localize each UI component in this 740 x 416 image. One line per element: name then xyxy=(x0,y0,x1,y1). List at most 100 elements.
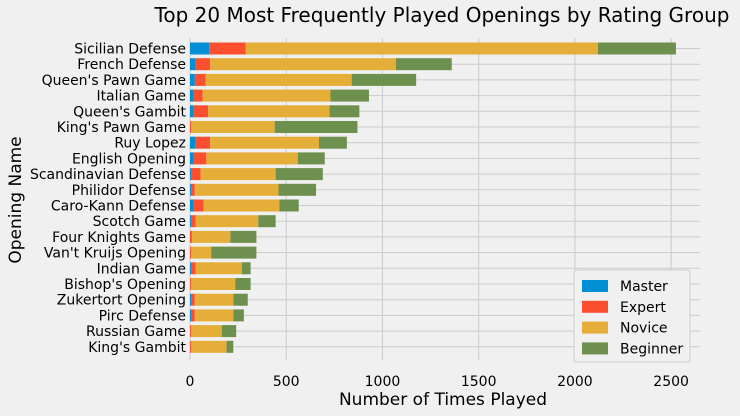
bar-expert xyxy=(190,246,191,259)
bar-master xyxy=(190,262,191,275)
bar-beginner xyxy=(275,168,323,181)
bar-novice xyxy=(203,199,280,212)
y-tick-label: Caro-Kann Defense xyxy=(51,199,186,215)
legend-label-master: Master xyxy=(620,279,668,295)
y-tick-label: Queen's Pawn Game xyxy=(42,73,186,89)
bar-master xyxy=(190,199,194,212)
bar-novice xyxy=(210,136,319,149)
y-tick-label: Zukertort Opening xyxy=(57,293,186,309)
x-axis-title: Number of Times Played xyxy=(339,390,547,410)
y-axis-title: Opening Name xyxy=(6,136,26,263)
bar-beginner xyxy=(233,309,244,322)
bar-expert xyxy=(193,89,203,102)
bar-expert xyxy=(209,42,246,55)
x-tick-label: 500 xyxy=(273,374,300,390)
bar-beginner xyxy=(351,73,417,86)
bar-master xyxy=(190,152,194,165)
bar-novice xyxy=(190,121,275,133)
bar-novice xyxy=(202,89,331,102)
bar-expert xyxy=(193,152,207,165)
bar-master xyxy=(190,58,196,71)
bar-expert xyxy=(195,58,211,71)
y-tick-label: King's Pawn Game xyxy=(57,120,186,136)
y-tick-label: French Defense xyxy=(77,57,186,73)
bar-novice xyxy=(205,73,352,86)
bar-beginner xyxy=(395,58,452,71)
bar-beginner xyxy=(274,121,358,133)
bar-master xyxy=(190,42,210,55)
y-tick-label: Scotch Game xyxy=(93,214,186,230)
bar-novice xyxy=(208,105,330,118)
bar-novice xyxy=(194,309,234,322)
bar-master xyxy=(190,183,191,196)
bar-beginner xyxy=(330,89,369,102)
y-tick-label: English Opening xyxy=(72,151,186,167)
bar-master xyxy=(190,168,191,181)
bar-novice xyxy=(206,152,298,165)
bar-expert xyxy=(190,325,191,338)
y-tick-label: Bishop's Opening xyxy=(64,277,186,293)
bar-beginner xyxy=(226,340,234,353)
legend-label-novice: Novice xyxy=(620,321,668,337)
bar-beginner xyxy=(241,262,251,275)
x-tick-label: 2500 xyxy=(653,374,689,390)
y-tick-label: Philidor Defense xyxy=(72,183,186,199)
bar-novice xyxy=(195,215,259,228)
bar-expert xyxy=(190,215,196,228)
y-tick-label: Ruy Lopez xyxy=(114,136,186,152)
bar-expert xyxy=(190,340,191,353)
y-tick-label: Queen's Gambit xyxy=(73,104,186,120)
bar-novice xyxy=(190,278,236,290)
bar-master xyxy=(190,73,195,86)
bar-expert xyxy=(190,293,195,306)
y-tick-label: Sicilian Defense xyxy=(74,42,186,58)
bar-beginner xyxy=(258,215,276,228)
bar-novice xyxy=(210,58,396,71)
bar-beginner xyxy=(598,42,676,55)
legend-frame xyxy=(573,269,691,363)
bar-master xyxy=(190,215,191,228)
bar-beginner xyxy=(235,278,251,290)
bar-expert xyxy=(190,168,201,181)
bar-expert xyxy=(190,309,195,322)
y-tick-label: King's Gambit xyxy=(88,340,186,356)
chart-title: Top 20 Most Frequently Played Openings b… xyxy=(154,3,730,27)
bar-master xyxy=(190,293,191,306)
legend-swatch-master xyxy=(582,280,608,292)
legend-swatch-novice xyxy=(582,321,608,334)
bar-beginner xyxy=(233,293,248,306)
y-tick-label: Indian Game xyxy=(97,261,186,277)
legend-swatch-beginner xyxy=(582,342,608,355)
bar-master xyxy=(190,136,196,149)
legend: Master Expert Novice Beginner xyxy=(573,269,691,363)
bar-novice xyxy=(190,325,222,338)
x-tick-label: 1000 xyxy=(365,374,401,390)
bar-beginner xyxy=(297,152,325,165)
bar-expert xyxy=(190,278,191,290)
bars xyxy=(190,42,676,353)
bar-expert xyxy=(190,262,196,275)
bar-expert xyxy=(190,230,192,243)
bar-beginner xyxy=(211,246,257,259)
bar-novice xyxy=(195,262,242,275)
y-tick-label: Scandinavian Defense xyxy=(30,167,186,183)
x-tick-label: 0 xyxy=(186,374,195,390)
bar-master xyxy=(190,89,194,102)
bar-expert xyxy=(193,105,209,118)
bar-master xyxy=(190,105,194,118)
bar-beginner xyxy=(279,199,299,212)
x-tick-labels: 0 500 1000 1500 2000 2500 xyxy=(186,374,689,390)
x-tick-label: 1500 xyxy=(461,374,497,390)
bar-master xyxy=(190,309,191,322)
bar-novice xyxy=(190,246,212,259)
y-tick-label: Italian Game xyxy=(96,89,186,105)
bar-expert xyxy=(194,73,206,86)
bar-expert xyxy=(193,199,204,212)
bar-novice xyxy=(194,293,234,306)
bar-beginner xyxy=(318,136,347,149)
y-tick-label: Russian Game xyxy=(86,324,186,340)
y-tick-label: Pirc Defense xyxy=(99,308,186,324)
legend-label-beginner: Beginner xyxy=(620,341,683,357)
bar-beginner xyxy=(329,105,360,118)
